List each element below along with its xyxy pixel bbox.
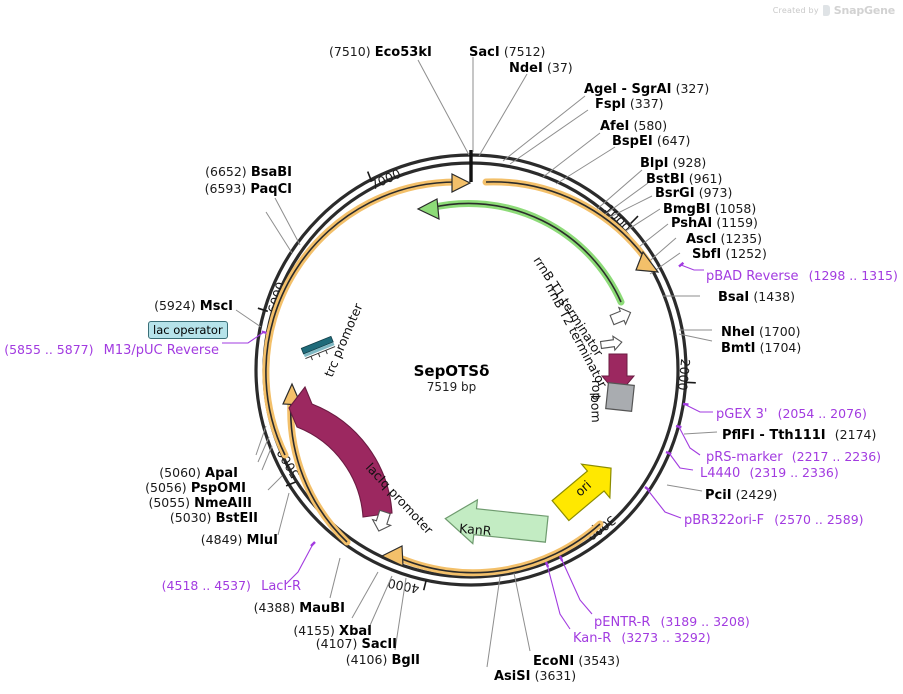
feature-rrnb-t2-terminator-icon	[599, 335, 623, 352]
site-label-mauBI[interactable]: (4388) MauBI	[253, 600, 345, 616]
feature-label-bom: bom	[588, 395, 604, 423]
site-label-bspEI[interactable]: BspEI (647)	[612, 133, 691, 149]
feature-label-laci: lacI	[333, 467, 354, 494]
enzyme-leader-lines	[235, 57, 718, 668]
site-label-sbfI[interactable]: SbfI (1252)	[692, 246, 767, 262]
feature-label-kanr: KanR	[459, 521, 493, 539]
primer-label-pentr-r[interactable]: pENTR-R (3189 .. 3208)	[594, 614, 750, 630]
site-label-bmgBI[interactable]: BmgBI (1058)	[663, 201, 757, 217]
primer-label-prs-marker[interactable]: pRS-marker (2217 .. 2236)	[706, 449, 882, 465]
site-label-bsaBI[interactable]: (6652) BsaBI	[205, 164, 292, 180]
site-label-nmeAIII[interactable]: (5055) NmeAIII	[148, 495, 252, 511]
plasmid-name: SepOTSδ	[413, 362, 490, 380]
site-label-ndeI[interactable]: NdeI (37)	[509, 60, 573, 76]
primer-label-l4440[interactable]: L4440 (2319 .. 2336)	[700, 465, 839, 481]
site-label-pciI[interactable]: PciI (2429)	[705, 487, 778, 503]
feature-label-rop: rop	[589, 380, 605, 401]
green-arc-feature	[416, 198, 625, 306]
site-label-sacI[interactable]: SacI (7512)	[469, 44, 546, 60]
primer-label-pgex-3prime[interactable]: pGEX 3' (2054 .. 2076)	[716, 406, 867, 422]
feature-kanr-icon	[444, 498, 549, 545]
primer-label-m13-puc-reverse[interactable]: (5855 .. 5877) M13/pUC Reverse	[4, 342, 219, 358]
feature-laciq-promoter-icon	[371, 509, 393, 532]
site-label-pspOMI[interactable]: (5056) PspOMI	[145, 480, 246, 496]
primer-label-kan-r[interactable]: Kan-R (3273 .. 3292)	[573, 630, 711, 646]
site-label-xbaI[interactable]: (4155) XbaI	[293, 623, 372, 639]
site-label-bmtI[interactable]: BmtI (1704)	[721, 340, 802, 356]
primer-label-laci-r[interactable]: (4518 .. 4537) LacI-R	[161, 578, 301, 594]
plasmid-length: 7519 bp	[426, 380, 477, 394]
site-label-pshAI[interactable]: PshAI (1159)	[671, 215, 758, 231]
snapgene-logo-icon	[822, 5, 830, 16]
site-label-bglI[interactable]: (4106) BglI	[345, 652, 420, 668]
feature-laci-icon	[288, 385, 393, 518]
site-label-blpI[interactable]: BlpI (928)	[640, 155, 707, 171]
tick-label-2000: 2000	[675, 358, 693, 391]
site-label-pflFI-tth111I[interactable]: PflFI - Tth111I (2174)	[722, 427, 877, 443]
site-label-mscI[interactable]: (5924) MscI	[154, 298, 233, 314]
tick-label-4000: 4000	[386, 576, 420, 597]
site-label-afeI[interactable]: AfeI (580)	[600, 118, 668, 134]
primer-label-pbad-reverse[interactable]: pBAD Reverse (1298 .. 1315)	[706, 268, 898, 284]
site-label-paqCI[interactable]: (6593) PaqCI	[204, 181, 292, 197]
orange-arc-features	[262, 173, 660, 577]
site-label-econI[interactable]: EcoNI (3543)	[533, 653, 620, 669]
feature-bom-icon	[605, 382, 635, 412]
snapgene-watermark: Created by SnapGene	[773, 4, 895, 17]
site-label-bsrGI[interactable]: BsrGI (973)	[655, 185, 733, 201]
site-label-bstEII[interactable]: (5030) BstEII	[169, 510, 258, 526]
feature-label-lac-operator[interactable]: lac operator	[148, 321, 228, 339]
site-label-apaI[interactable]: (5060) ApaI	[159, 465, 238, 481]
site-label-sacII[interactable]: (4107) SacII	[315, 636, 397, 652]
site-label-ascI[interactable]: AscI (1235)	[686, 231, 763, 247]
feature-ori-icon	[551, 463, 612, 522]
site-label-fspI[interactable]: FspI (337)	[595, 96, 664, 112]
site-label-bstBI[interactable]: BstBI (961)	[646, 171, 723, 187]
site-label-nheI[interactable]: NheI (1700)	[721, 324, 801, 340]
watermark-prefix: Created by	[772, 6, 819, 15]
primer-leader-lines	[222, 264, 713, 630]
primer-label-pbr322ori-f[interactable]: pBR322ori-F (2570 .. 2589)	[684, 512, 864, 528]
site-label-asiSI[interactable]: AsiSI (3631)	[494, 668, 577, 684]
site-label-ageI-sgrAI[interactable]: AgeI - SgrAI (327)	[584, 81, 710, 97]
site-label-eco53kI[interactable]: (7510) Eco53kI	[329, 44, 432, 60]
feature-trc-promoter-icon	[300, 335, 336, 361]
site-label-mluI[interactable]: (4849) MluI	[200, 532, 278, 548]
site-label-bsaI[interactable]: BsaI (1438)	[718, 289, 795, 305]
watermark-brand: SnapGene	[833, 4, 895, 17]
